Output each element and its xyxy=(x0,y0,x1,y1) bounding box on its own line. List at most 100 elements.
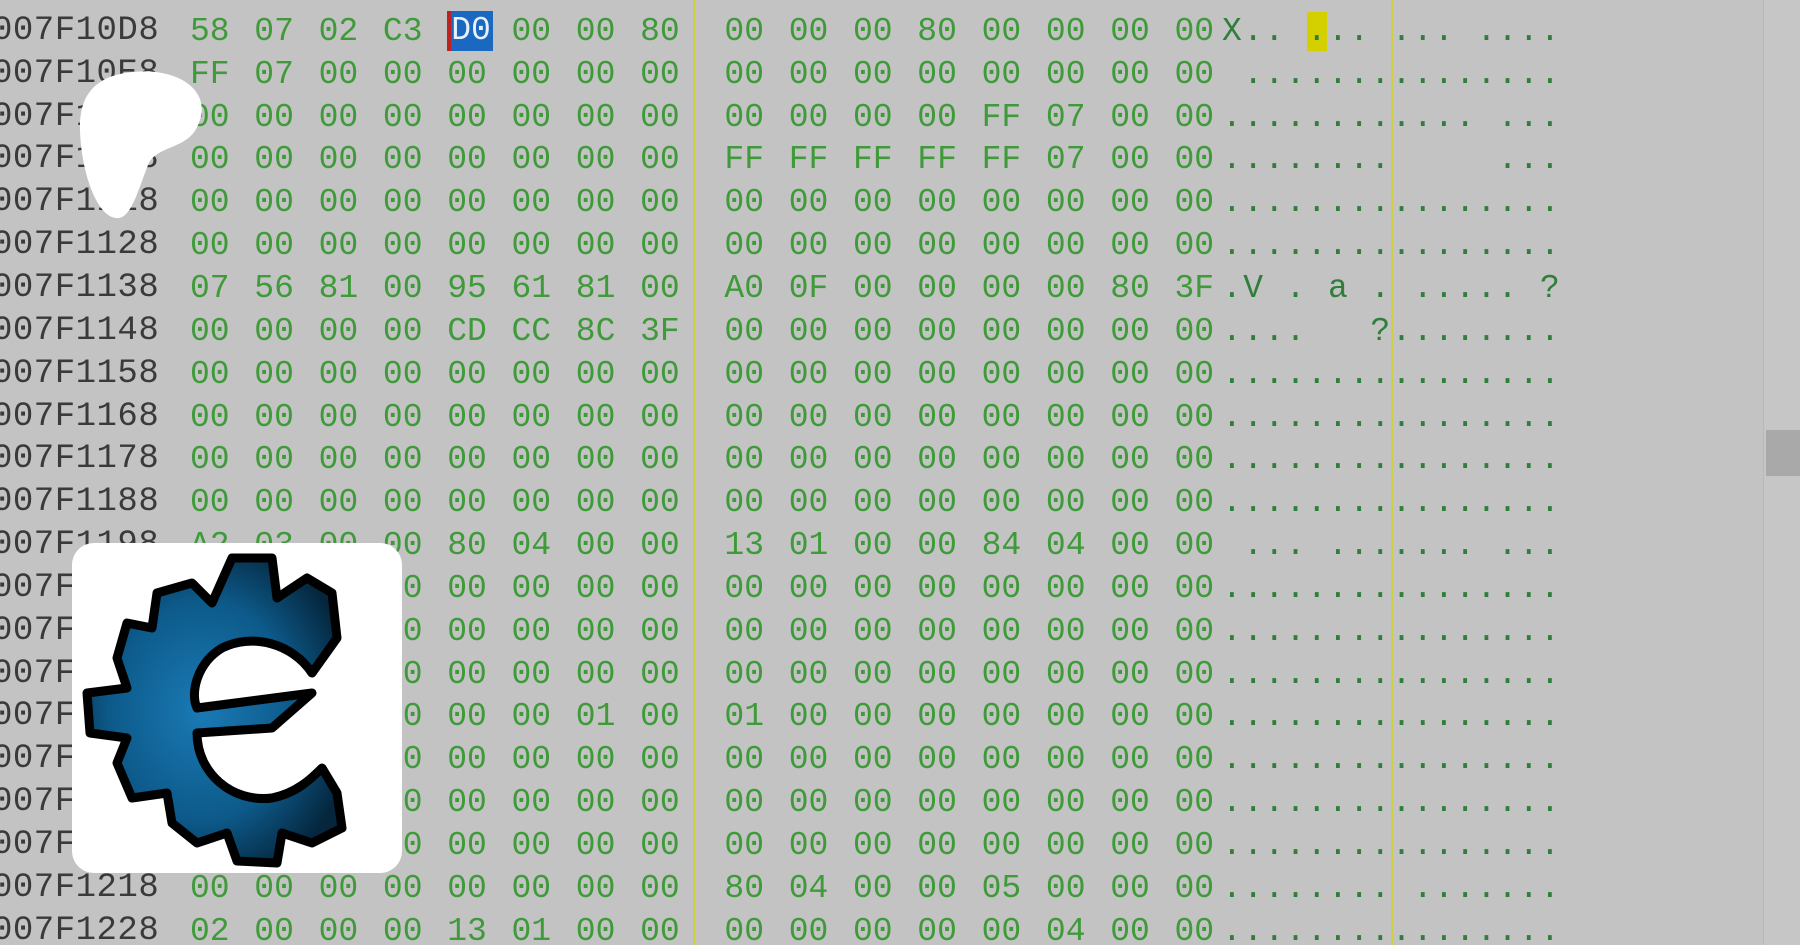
hex-byte[interactable]: 84 xyxy=(981,527,1022,565)
hex-byte[interactable]: 00 xyxy=(254,869,294,907)
hex-byte[interactable]: 13 xyxy=(724,527,764,565)
hex-byte[interactable]: 00 xyxy=(853,655,893,693)
hex-byte[interactable]: 00 xyxy=(512,0,552,10)
hex-byte[interactable]: 00 xyxy=(576,0,616,10)
hex-byte[interactable]: 07 xyxy=(1045,98,1086,136)
hex-byte[interactable]: 00 xyxy=(640,227,680,265)
hex-byte[interactable]: 00 xyxy=(511,484,552,522)
hex-byte[interactable]: 00 xyxy=(981,741,1022,779)
hex-byte[interactable]: 00 xyxy=(981,55,1022,93)
hex-byte[interactable]: 00 xyxy=(1174,869,1215,907)
row-ascii[interactable]: ................ xyxy=(1222,912,1562,945)
hex-byte[interactable]: 00 xyxy=(1110,312,1150,350)
hex-byte[interactable]: 00 xyxy=(1045,655,1086,693)
hex-byte[interactable]: 00 xyxy=(1174,98,1215,136)
hex-byte[interactable]: 00 xyxy=(1174,827,1215,864)
row-ascii[interactable]: ................ xyxy=(1222,827,1562,864)
hex-row[interactable]: 007F10E8 FF 07 00 00 00 00 00 00 00 00 00 00 00 00 00 00… xyxy=(0,53,1763,96)
hex-byte[interactable]: FF xyxy=(981,141,1022,179)
hex-byte[interactable]: 00 xyxy=(788,655,829,693)
hex-byte[interactable]: 00 xyxy=(1174,912,1215,945)
row-ascii[interactable]: ............ ... xyxy=(1222,98,1562,136)
hex-byte[interactable]: 00 xyxy=(853,398,893,436)
hex-byte[interactable]: 00 xyxy=(917,227,957,265)
hex-byte[interactable]: 00 xyxy=(640,741,680,779)
hex-byte[interactable]: 00 xyxy=(917,312,957,350)
hex-byte[interactable]: 61 xyxy=(511,269,552,307)
hex-byte[interactable]: 00 xyxy=(640,269,680,307)
hex-byte[interactable]: 00 xyxy=(724,612,764,650)
hex-byte[interactable]: 00 xyxy=(724,655,764,693)
hex-row[interactable]: 007F1118 00 00 00 00 00 00 00 00 00 00 00 00 00 00 00 00… xyxy=(0,181,1763,224)
hex-byte[interactable]: 00 xyxy=(917,398,957,436)
hex-byte[interactable]: 00 xyxy=(318,184,359,222)
hex-byte[interactable]: 01 xyxy=(575,698,616,736)
hex-byte[interactable]: 00 xyxy=(981,569,1022,607)
hex-byte[interactable]: 00 xyxy=(788,398,829,436)
hex-byte[interactable]: 00 xyxy=(575,184,616,222)
hex-byte[interactable]: 00 xyxy=(724,912,764,945)
hex-byte[interactable]: 00 xyxy=(511,741,552,779)
hex-byte[interactable]: 04 xyxy=(788,869,829,907)
hex-byte[interactable]: 00 xyxy=(318,98,359,136)
hex-byte[interactable]: 00 xyxy=(853,869,893,907)
hex-byte[interactable]: 00 xyxy=(917,569,957,607)
hex-byte[interactable]: 00 xyxy=(511,184,552,222)
hex-byte[interactable]: 00 xyxy=(788,355,829,393)
hex-row[interactable]: 007F1198A2030000800400001301000084040000… xyxy=(0,524,1763,567)
hex-byte[interactable]: 00 xyxy=(917,655,957,693)
hex-byte[interactable]: 00 xyxy=(981,269,1022,307)
hex-byte[interactable]: 00 xyxy=(447,0,487,10)
hex-byte[interactable]: 00 xyxy=(1110,227,1150,265)
hex-byte[interactable]: 00 xyxy=(724,569,764,607)
hex-byte[interactable]: 00 xyxy=(382,441,423,479)
row-ascii[interactable]: ... ....... ... xyxy=(1222,527,1562,565)
hex-byte[interactable]: 00 xyxy=(640,655,680,693)
hex-byte[interactable]: 00 xyxy=(1110,527,1150,565)
hex-byte[interactable]: 00 xyxy=(1174,527,1215,565)
hex-byte[interactable]: 80 xyxy=(724,869,764,907)
hex-row[interactable]: 007F1108 00 00 00 00 00 00 00 00 FF FF FF FF FF 07 00 00… xyxy=(0,138,1763,181)
hex-byte[interactable]: 00 xyxy=(190,0,230,10)
hex-byte[interactable]: 00 xyxy=(575,827,616,864)
hex-byte[interactable]: 00 xyxy=(318,312,359,350)
hex-row[interactable]: 007F1218 00 00 00 00 00 00 00 00 80 04 00 00 05 00 00 00… xyxy=(0,867,1763,910)
hex-byte[interactable]: 00 xyxy=(511,98,552,136)
hex-byte[interactable]: FF xyxy=(190,55,230,93)
row-ascii[interactable]: ............... xyxy=(1222,55,1562,93)
hex-byte[interactable]: 00 xyxy=(318,355,359,393)
hex-byte[interactable]: 00 xyxy=(1174,398,1215,436)
hex-byte[interactable]: 00 xyxy=(724,827,764,864)
hex-byte[interactable]: 00 xyxy=(447,55,487,93)
hex-byte[interactable]: 00 xyxy=(788,784,829,822)
hex-byte[interactable]: 00 xyxy=(1110,12,1150,50)
hex-byte[interactable]: 00 xyxy=(1110,698,1150,736)
hex-byte[interactable]: 00 xyxy=(511,55,552,93)
hex-byte[interactable]: 04 xyxy=(1045,527,1086,565)
hex-byte[interactable]: 00 xyxy=(640,569,680,607)
hex-byte[interactable]: 00 xyxy=(511,827,552,864)
hex-byte[interactable]: 00 xyxy=(640,869,680,907)
hex-byte[interactable]: 00 xyxy=(788,741,829,779)
hex-byte[interactable]: 81 xyxy=(318,269,359,307)
hex-byte[interactable]: 00 xyxy=(1174,612,1215,650)
hex-byte[interactable]: 00 xyxy=(853,741,893,779)
hex-byte[interactable]: 00 xyxy=(981,312,1022,350)
hex-byte[interactable]: 00 xyxy=(917,698,957,736)
hex-byte[interactable]: 00 xyxy=(1045,441,1086,479)
hex-byte[interactable]: 81 xyxy=(575,269,616,307)
hex-byte[interactable]: 00 xyxy=(511,141,552,179)
hex-byte[interactable]: 00 xyxy=(318,912,359,945)
hex-byte[interactable]: 00 xyxy=(1174,484,1215,522)
hex-byte[interactable]: 00 xyxy=(917,912,957,945)
hex-byte[interactable]: 00 xyxy=(640,0,680,10)
hex-byte[interactable]: 00 xyxy=(1110,0,1150,10)
hex-byte[interactable]: C3 xyxy=(382,12,423,50)
hex-byte[interactable]: 00 xyxy=(575,869,616,907)
hex-byte[interactable]: 00 xyxy=(575,227,616,265)
hex-byte[interactable]: 00 xyxy=(1110,98,1150,136)
hex-byte[interactable]: 00 xyxy=(724,55,764,93)
hex-byte[interactable]: 00 xyxy=(917,269,957,307)
hex-byte[interactable]: 00 xyxy=(917,484,957,522)
hex-byte[interactable]: 00 xyxy=(981,184,1022,222)
